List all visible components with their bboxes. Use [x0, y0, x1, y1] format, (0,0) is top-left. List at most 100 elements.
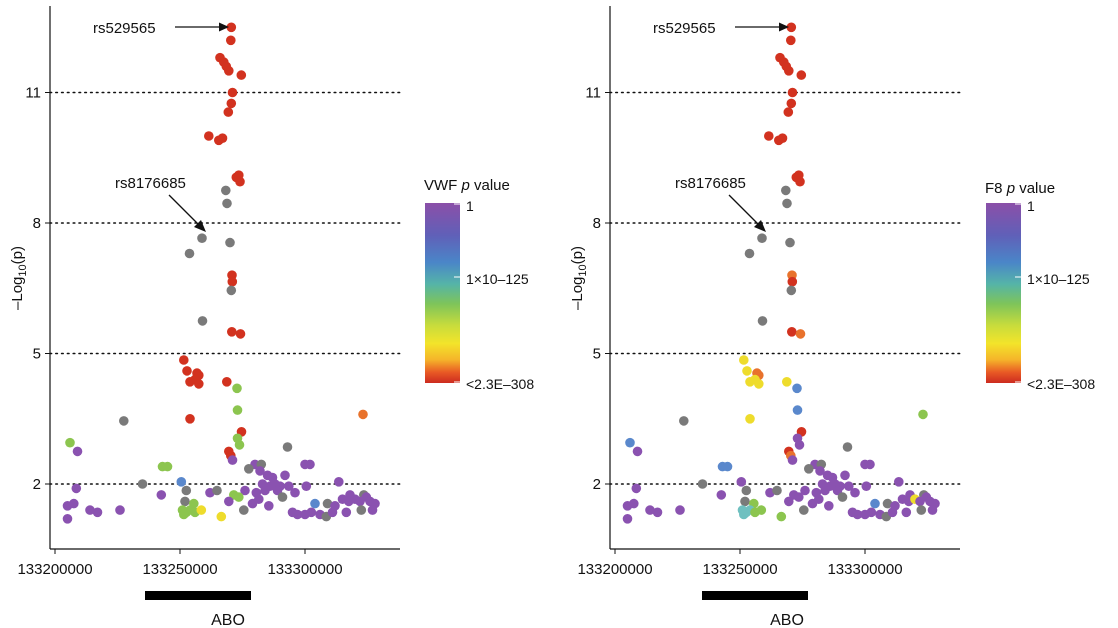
data-point	[239, 505, 249, 515]
colorbar-tick-label: <2.3E–308	[466, 376, 534, 392]
data-point	[234, 440, 245, 450]
data-point	[840, 470, 850, 481]
data-point	[264, 501, 274, 511]
annotation-label: rs8176685	[675, 175, 746, 192]
data-point	[119, 416, 129, 426]
data-point	[71, 483, 82, 494]
arrowhead-icon	[194, 220, 206, 232]
data-point	[367, 505, 378, 515]
colorbar-tick-label: 1	[466, 198, 474, 214]
data-point	[234, 492, 244, 502]
data-point	[844, 481, 854, 492]
axes	[45, 6, 400, 554]
data-point	[225, 237, 235, 248]
data-point	[194, 379, 204, 389]
xtick-labels: 133200000 133250000 133300000	[577, 561, 902, 578]
xtick-label: 133300000	[827, 561, 902, 578]
annotation-label: rs8176685	[115, 175, 186, 192]
data-point	[255, 466, 265, 476]
data-point	[882, 498, 893, 509]
data-point	[358, 409, 368, 420]
data-point	[260, 485, 270, 496]
data-point	[786, 98, 797, 109]
y-axis-label: –Log10(p)	[569, 246, 589, 310]
data-point	[227, 455, 238, 465]
data-point	[62, 501, 73, 511]
data-point	[622, 514, 633, 524]
data-point	[787, 276, 798, 287]
annotation-rs529565: rs529565	[653, 20, 789, 37]
data-point	[301, 481, 312, 492]
xtick-label: 133250000	[142, 561, 217, 578]
ytick-label: 2	[33, 476, 41, 493]
data-point	[322, 498, 333, 509]
data-point	[227, 327, 237, 337]
data-point	[223, 107, 234, 117]
data-point	[792, 405, 803, 415]
data-point	[182, 366, 192, 376]
data-point	[356, 505, 367, 515]
data-point	[185, 377, 195, 387]
ytick-label: 2	[593, 476, 601, 493]
data-point	[247, 498, 258, 509]
xtick-label: 133300000	[267, 561, 342, 578]
data-point	[179, 355, 189, 365]
points-layer	[62, 22, 380, 524]
data-point	[795, 176, 805, 187]
data-point	[222, 198, 232, 209]
annotation-rs8176685: rs8176685	[115, 175, 206, 232]
data-point	[757, 233, 767, 243]
colorbar-title: VWF p value	[424, 177, 510, 194]
colorbar-tick-label: 1×10–125	[466, 271, 529, 287]
data-point	[216, 511, 227, 522]
ytick-label: 5	[33, 346, 41, 363]
data-point	[745, 377, 755, 387]
y-axis-label: –Log10(p)	[9, 246, 29, 310]
data-point	[277, 492, 288, 502]
data-point	[280, 470, 290, 481]
data-point	[212, 485, 222, 496]
colorbar-gradient	[425, 203, 460, 383]
data-point	[787, 455, 798, 465]
data-point	[842, 442, 853, 452]
annotation-label: rs529565	[653, 20, 716, 37]
data-point	[739, 355, 749, 365]
data-point	[799, 505, 809, 515]
ytick-label: 8	[593, 215, 601, 232]
colorbar: F8 p value 1 1×10–125 <2.3E–308	[985, 180, 1095, 392]
data-point	[815, 466, 825, 476]
data-point	[697, 479, 708, 489]
xtick-label: 133200000	[577, 561, 652, 578]
data-point	[72, 446, 83, 457]
data-point	[632, 446, 643, 457]
data-point	[792, 383, 802, 394]
data-point	[65, 437, 75, 448]
data-point	[785, 237, 795, 248]
data-point	[197, 233, 207, 243]
xtick-label: 133200000	[17, 561, 92, 578]
colorbar-gradient	[986, 203, 1021, 383]
data-point	[866, 507, 877, 518]
data-point	[179, 509, 189, 520]
data-point	[645, 505, 655, 515]
data-point	[221, 185, 231, 196]
data-point	[235, 176, 245, 187]
data-point	[795, 329, 806, 339]
data-point	[226, 22, 237, 33]
data-point	[226, 285, 237, 296]
ytick-label: 11	[25, 85, 41, 102]
data-point	[310, 498, 320, 509]
data-point	[784, 66, 794, 76]
data-point	[784, 496, 794, 507]
data-point	[807, 498, 818, 509]
data-point	[62, 514, 73, 524]
annotation-label: rs529565	[93, 20, 156, 37]
ytick-label: 8	[33, 215, 41, 232]
data-point	[764, 131, 774, 141]
data-point	[292, 509, 303, 520]
annotation-arrow	[168, 194, 201, 227]
data-point	[217, 133, 228, 143]
colorbar-tick-label: 1×10–125	[1027, 271, 1090, 287]
data-point	[622, 501, 633, 511]
arrowhead-icon	[754, 220, 766, 232]
